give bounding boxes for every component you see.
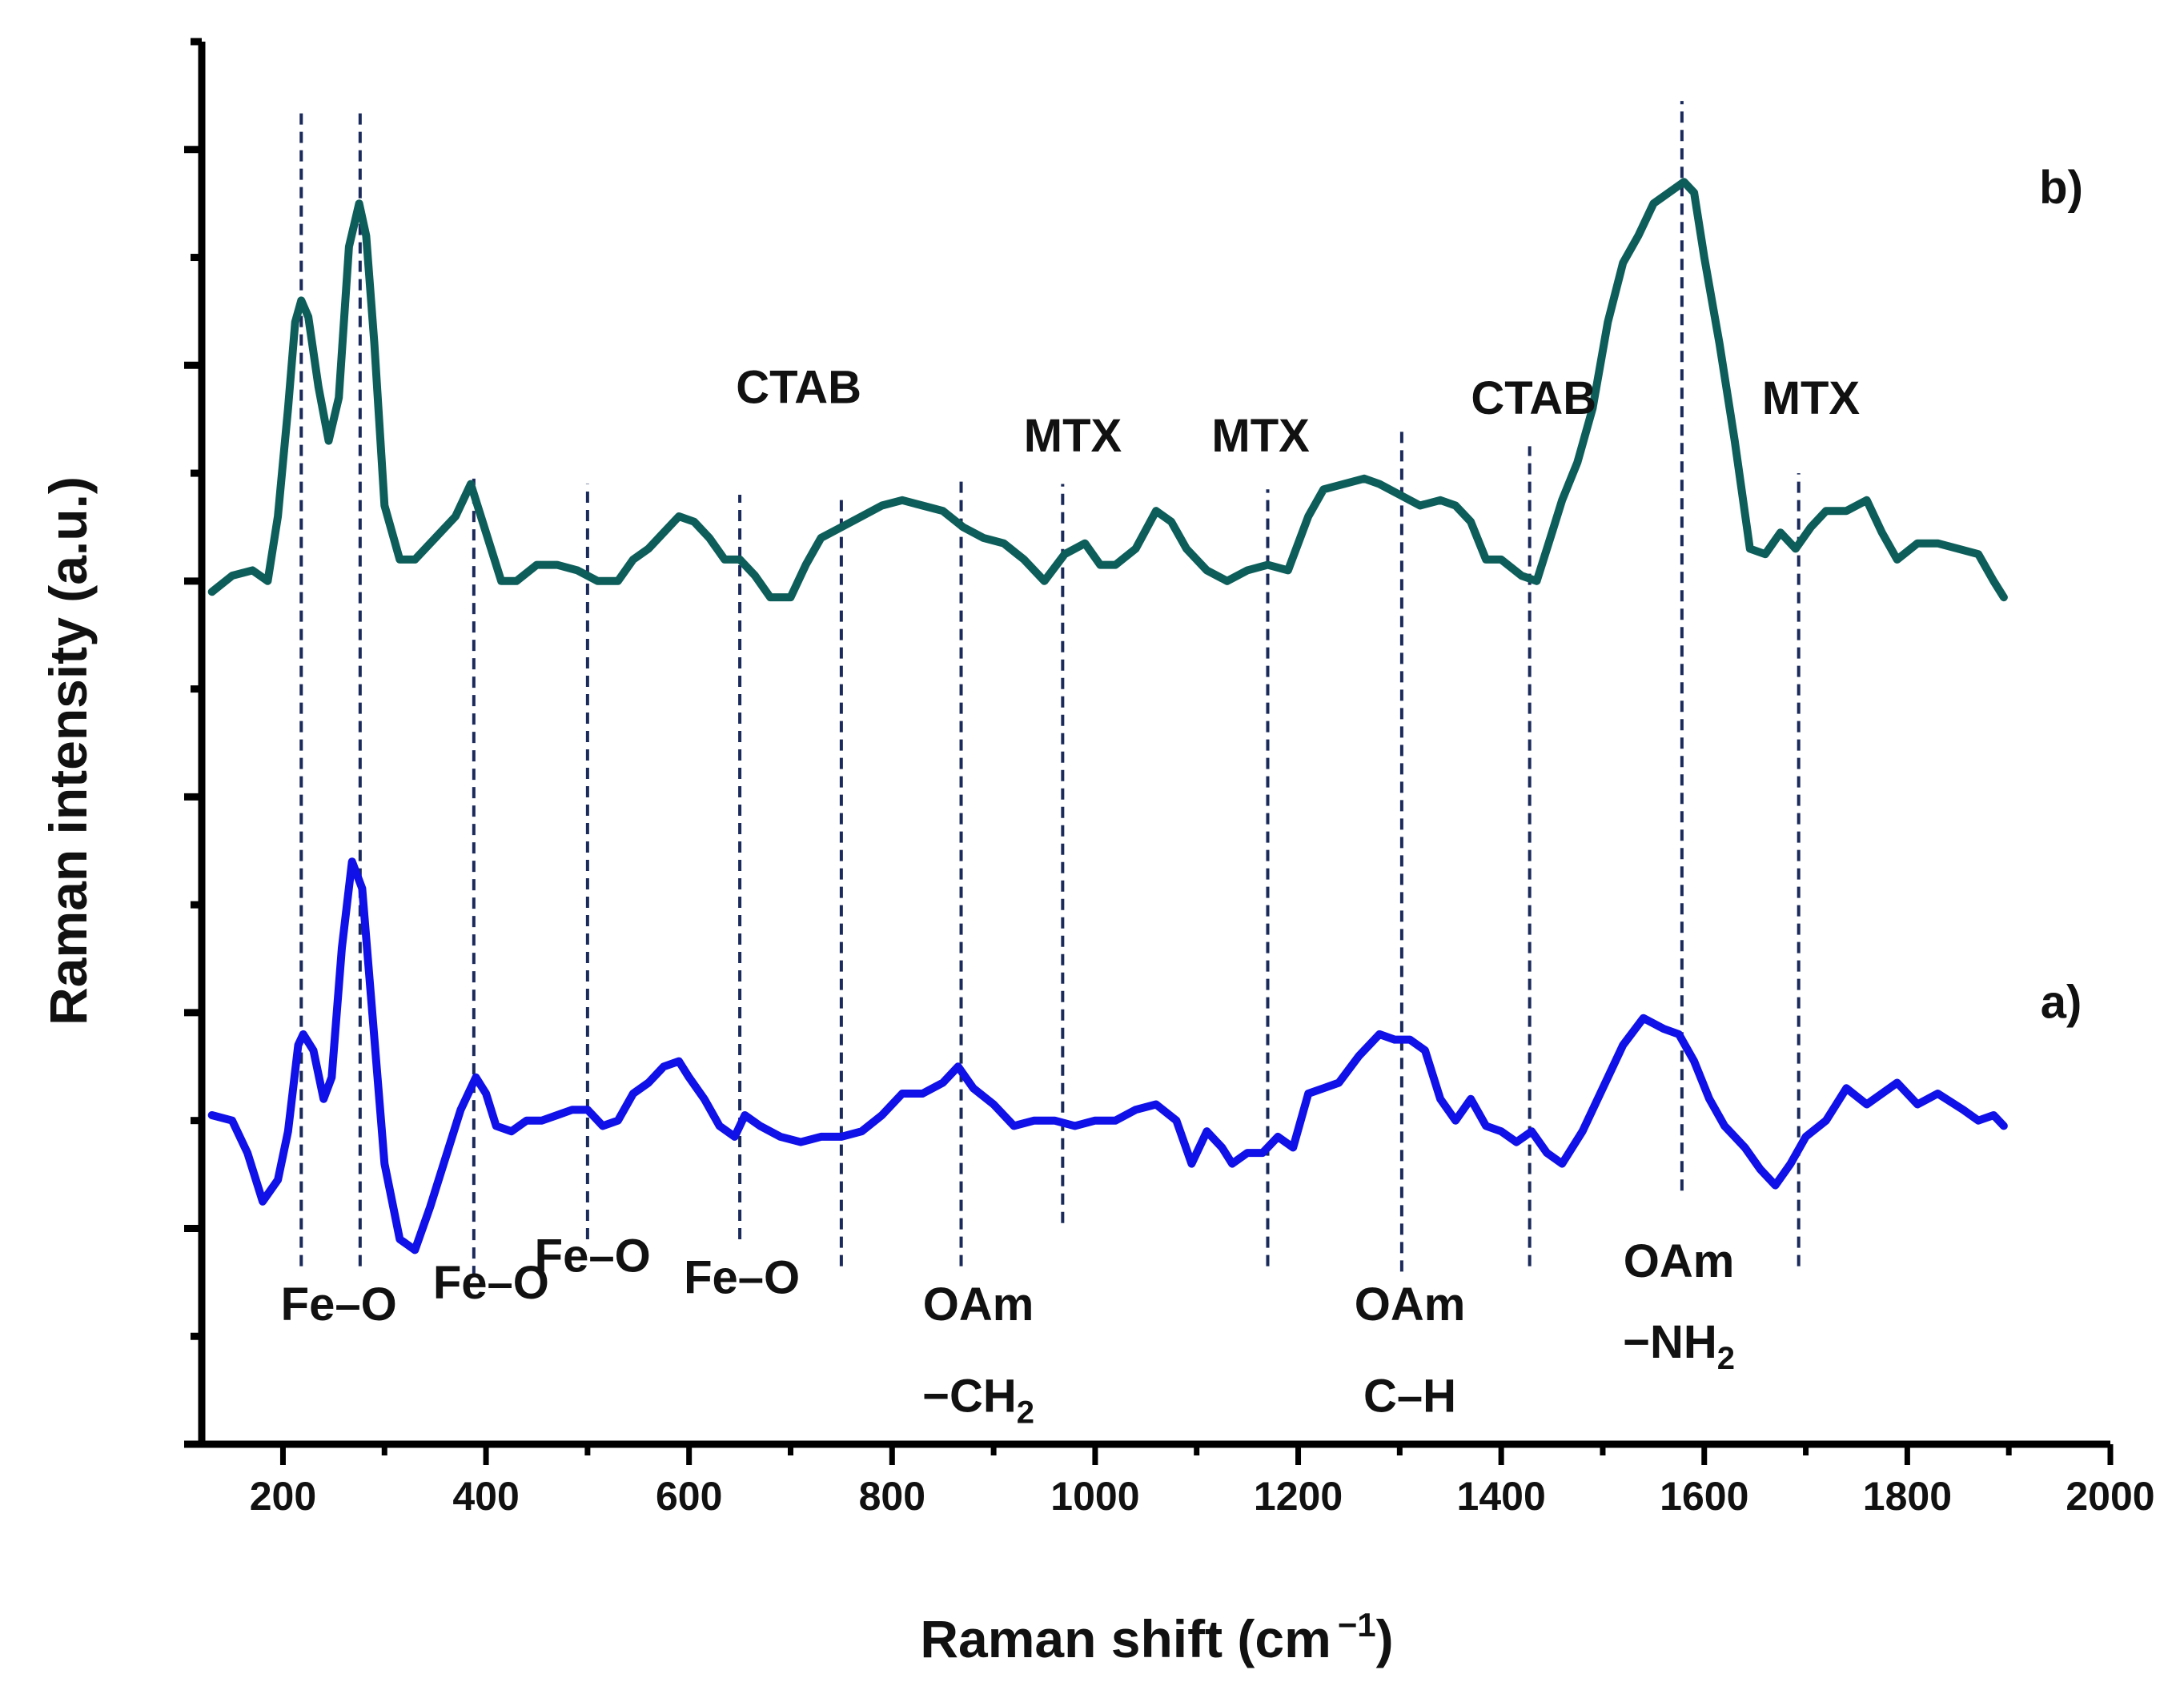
x-tick-label: 1600 bbox=[1660, 1474, 1748, 1519]
peak-annotation: Fe–O bbox=[433, 1257, 549, 1309]
peak-annotation-line2: C–H bbox=[1363, 1371, 1456, 1423]
peak-annotation: Fe–O bbox=[684, 1251, 800, 1303]
peak-annotation: CTAB bbox=[736, 361, 861, 413]
y-axis-ticks bbox=[184, 38, 202, 1448]
x-tick-label: 1400 bbox=[1457, 1474, 1546, 1519]
x-tick-label: 400 bbox=[452, 1474, 519, 1519]
x-tick-label: 200 bbox=[250, 1474, 316, 1519]
peak-annotation-line1: OAm bbox=[1624, 1235, 1735, 1287]
annotation-subscript: 2 bbox=[1017, 1395, 1034, 1431]
x-tick-label: 2000 bbox=[2066, 1474, 2154, 1519]
series-label: a) bbox=[2041, 977, 2082, 1029]
peak-annotation: MTX bbox=[1211, 410, 1310, 462]
axes bbox=[198, 42, 2110, 1448]
annotation-main-text: C–H bbox=[1363, 1371, 1456, 1423]
peak-annotation-line2: −CH2 bbox=[922, 1371, 1034, 1431]
series-line-a bbox=[207, 857, 2008, 1254]
spectrum-lines bbox=[207, 178, 2008, 1254]
series-labels: a) b) bbox=[2039, 162, 2083, 1029]
peak-annotation-line1: OAm bbox=[923, 1279, 1034, 1331]
peak-annotation-line1: OAm bbox=[1355, 1279, 1466, 1331]
annotation-subscript: 2 bbox=[1717, 1341, 1735, 1376]
x-axis-ticks: 200 400 600 800 1000 1200 1400 1600 1800 2000 bbox=[250, 1444, 2155, 1519]
y-axis-title: Raman intensity (a.u.) bbox=[38, 476, 98, 1026]
reference-lines bbox=[299, 101, 1801, 1278]
x-tick-label: 600 bbox=[656, 1474, 722, 1519]
x-axis-title: Raman shift (cm −1) bbox=[920, 1606, 1393, 1668]
series-label: b) bbox=[2039, 162, 2083, 214]
peak-annotation: MTX bbox=[1024, 410, 1122, 462]
x-tick-label: 800 bbox=[859, 1474, 925, 1519]
peak-annotation: CTAB bbox=[1471, 372, 1596, 424]
series-line-b bbox=[207, 178, 2008, 602]
x-tick-label: 1000 bbox=[1050, 1474, 1139, 1519]
x-tick-label: 1800 bbox=[1863, 1474, 1952, 1519]
annotation-main-text: −CH bbox=[922, 1371, 1017, 1423]
peak-annotation: MTX bbox=[1762, 372, 1861, 424]
annotation-main-text: −NH bbox=[1623, 1316, 1717, 1368]
peak-annotation: Fe–O bbox=[281, 1279, 397, 1331]
peak-annotation-line2: −NH2 bbox=[1623, 1316, 1735, 1376]
x-tick-label: 1200 bbox=[1254, 1474, 1343, 1519]
peak-annotation: Fe–O bbox=[535, 1230, 651, 1282]
